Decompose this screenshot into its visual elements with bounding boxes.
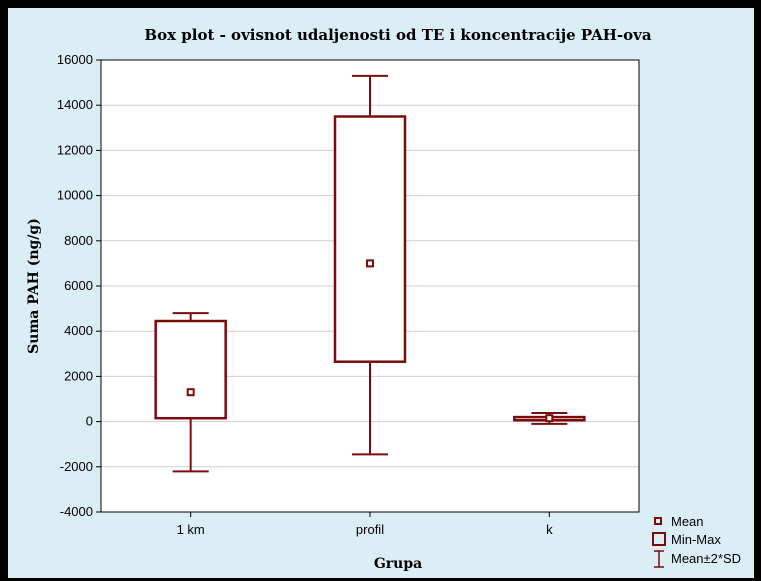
legend-minmax-marker xyxy=(652,532,666,546)
y-tick-label: 8000 xyxy=(64,233,93,248)
y-tick-label: 4000 xyxy=(64,323,93,338)
legend-mean-label: Mean xyxy=(671,514,704,529)
box-group xyxy=(154,312,227,473)
y-tick-label: -4000 xyxy=(60,504,93,519)
x-axis-ticks: 1 km profil k xyxy=(177,512,553,537)
legend: Mean Min-Max Mean±2*SD xyxy=(652,514,741,568)
y-tick-label: 6000 xyxy=(64,278,93,293)
min-max-box xyxy=(154,319,227,420)
y-axis-title: Suma PAH (ng/g) xyxy=(26,218,42,354)
y-tick-label: 14000 xyxy=(57,97,93,112)
box-group xyxy=(333,74,407,456)
legend-minmax-label: Min-Max xyxy=(671,532,721,547)
legend-mean-marker xyxy=(654,517,662,525)
boxes xyxy=(154,74,586,473)
mean-marker xyxy=(186,388,195,397)
box-plot-chart: Box plot - ovisnot udaljenosti od TE i k… xyxy=(26,26,741,572)
mean-marker xyxy=(366,259,374,268)
legend-sd-label: Mean±2*SD xyxy=(671,551,741,566)
x-axis-title: Grupa xyxy=(374,556,422,572)
y-tick-label: 12000 xyxy=(57,142,93,157)
chart-title: Box plot - ovisnot udaljenosti od TE i k… xyxy=(144,26,651,44)
x-tick-label: 1 km xyxy=(177,522,205,537)
legend-whisker-marker xyxy=(654,550,664,568)
x-tick-label: k xyxy=(546,522,553,537)
mean-marker xyxy=(545,414,554,423)
y-tick-label: -2000 xyxy=(60,459,93,474)
y-tick-label: 2000 xyxy=(64,368,93,383)
box-group xyxy=(513,412,586,425)
min-max-box xyxy=(333,115,407,363)
plot-border xyxy=(100,59,640,513)
x-tick-label: profil xyxy=(356,522,384,537)
y-tick-label: 10000 xyxy=(57,188,93,203)
y-axis-ticks: -4000 -2000 0 2000 4000 6000 8000 10000 12000 140… xyxy=(57,52,101,519)
chart-panel: Box plot - ovisnot udaljenosti od TE i k… xyxy=(8,8,754,578)
y-tick-label: 16000 xyxy=(57,52,93,67)
y-tick-label: 0 xyxy=(86,414,93,429)
